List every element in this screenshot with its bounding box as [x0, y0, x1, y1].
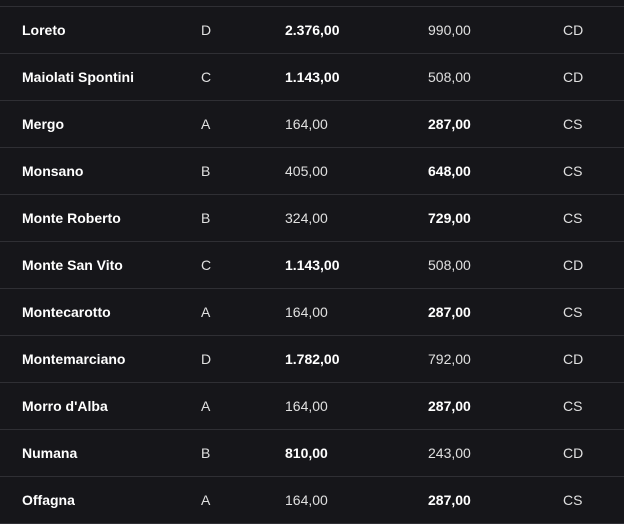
cell-category: A: [201, 492, 211, 508]
cell-type: CD: [563, 351, 584, 367]
cell-value-1: 164,00: [285, 492, 328, 508]
cell-type: CS: [563, 492, 583, 508]
cell-value-1: 1.143,00: [285, 69, 340, 85]
cell-name: Numana: [22, 445, 78, 461]
cell-name: Mergo: [22, 116, 64, 132]
cell-value-1: 2.376,00: [285, 22, 340, 38]
cell-type: CD: [563, 69, 584, 85]
cell-type: CS: [563, 163, 583, 179]
cell-name: Monte San Vito: [22, 257, 123, 273]
table-row: Offagna A 164,00 287,00 CS: [0, 477, 624, 524]
table-row: Maiolati Spontini C 1.143,00 508,00 CD: [0, 54, 624, 101]
table-row: Numana B 810,00 243,00 CD: [0, 430, 624, 477]
cell-name: Loreto: [22, 22, 66, 38]
cell-name: Monte Roberto: [22, 210, 121, 226]
cell-value-2: 287,00: [428, 116, 471, 132]
cell-name: Offagna: [22, 492, 75, 508]
cell-value-2: 792,00: [428, 351, 471, 367]
cell-category: A: [201, 398, 211, 414]
cell-value-2: 287,00: [428, 304, 471, 320]
cell-value-1: 1.143,00: [285, 257, 340, 273]
table-row: Mergo A 164,00 287,00 CS: [0, 101, 624, 148]
cell-value-2: 287,00: [428, 398, 471, 414]
cell-name: Montecarotto: [22, 304, 111, 320]
cell-value-2: 508,00: [428, 69, 471, 85]
cell-value-2: 648,00: [428, 163, 471, 179]
cell-value-2: 729,00: [428, 210, 471, 226]
cell-category: A: [201, 116, 211, 132]
cell-value-1: 1.782,00: [285, 351, 340, 367]
cell-type: CS: [563, 398, 583, 414]
table-row: Monsano B 405,00 648,00 CS: [0, 148, 624, 195]
table-row: Monte San Vito C 1.143,00 508,00 CD: [0, 242, 624, 289]
cell-name: Montemarciano: [22, 351, 126, 367]
cell-value-1: 405,00: [285, 163, 328, 179]
cell-category: A: [201, 304, 211, 320]
cell-type: CS: [563, 210, 583, 226]
cell-value-1: 164,00: [285, 116, 328, 132]
table-row: Montecarotto A 164,00 287,00 CS: [0, 289, 624, 336]
cell-value-1: 164,00: [285, 398, 328, 414]
cell-value-1: 164,00: [285, 304, 328, 320]
cell-type: CD: [563, 257, 584, 273]
cell-name: Monsano: [22, 163, 84, 179]
cell-category: D: [201, 351, 212, 367]
cell-value-2: 508,00: [428, 257, 471, 273]
cell-category: B: [201, 163, 211, 179]
cell-value-1: 810,00: [285, 445, 328, 461]
cell-value-1: 324,00: [285, 210, 328, 226]
top-divider: [0, 6, 624, 7]
cell-category: C: [201, 257, 212, 273]
table-row: Morro d'Alba A 164,00 287,00 CS: [0, 383, 624, 430]
cell-value-2: 287,00: [428, 492, 471, 508]
cell-type: CS: [563, 304, 583, 320]
cell-type: CD: [563, 445, 584, 461]
cell-category: B: [201, 210, 211, 226]
cell-value-2: 990,00: [428, 22, 471, 38]
cell-name: Morro d'Alba: [22, 398, 108, 414]
table-row: Montemarciano D 1.782,00 792,00 CD: [0, 336, 624, 383]
cell-value-2: 243,00: [428, 445, 471, 461]
table-row: Loreto D 2.376,00 990,00 CD: [0, 7, 624, 54]
cell-category: D: [201, 22, 212, 38]
table-row: Monte Roberto B 324,00 729,00 CS: [0, 195, 624, 242]
cell-category: C: [201, 69, 212, 85]
cell-category: B: [201, 445, 211, 461]
cell-type: CD: [563, 22, 584, 38]
cell-type: CS: [563, 116, 583, 132]
cell-name: Maiolati Spontini: [22, 69, 134, 85]
